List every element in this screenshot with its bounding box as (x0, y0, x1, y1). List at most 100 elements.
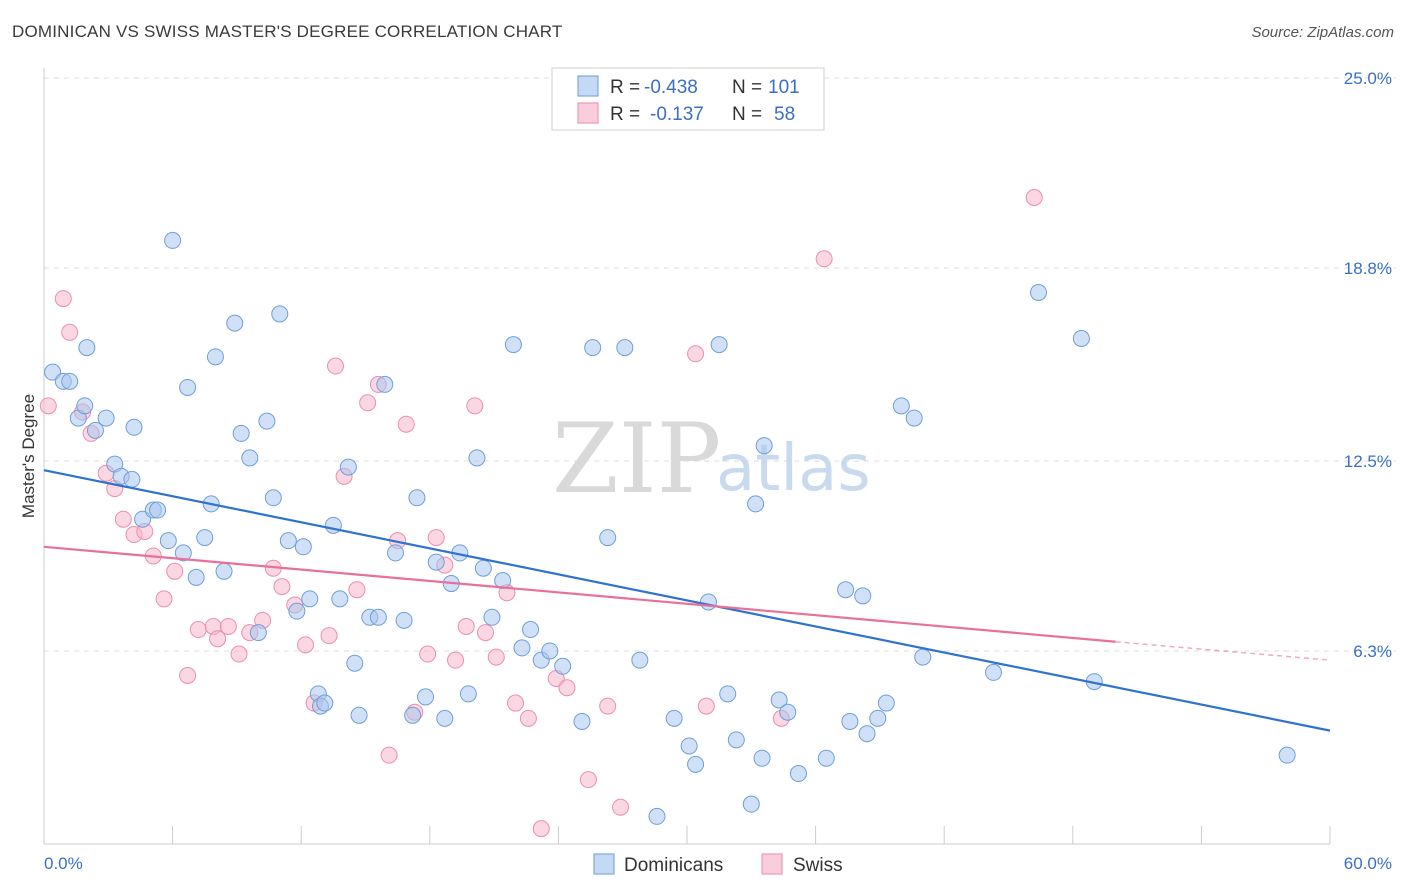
swiss-point-56 (815, 250, 833, 268)
dominicans-point-29 (264, 489, 282, 507)
swiss-point-51 (599, 697, 617, 715)
swiss-point-16 (209, 630, 227, 648)
swiss-point-32 (380, 746, 398, 764)
dominicans-point-85 (789, 765, 807, 783)
dominicans-point-62 (522, 621, 540, 639)
dominicans-point-30 (271, 305, 289, 323)
dominicans-point-16 (164, 231, 182, 249)
dominicans-point-52 (436, 709, 454, 727)
dominicans-point-5 (78, 339, 96, 357)
dominicans-point-47 (395, 611, 413, 629)
dominicans-point-49 (408, 489, 426, 507)
dominicans-point-45 (376, 375, 394, 393)
dominicans-point-89 (854, 587, 872, 605)
swiss-point-29 (348, 581, 366, 599)
dominicans-point-65 (554, 657, 572, 675)
swiss-point-17 (219, 617, 237, 635)
legend-n-value-1: 101 (768, 77, 800, 98)
dominicans-point-96 (984, 663, 1002, 681)
dominicans-point-97 (1030, 283, 1048, 301)
swiss-point-45 (507, 694, 525, 712)
dominicans-point-48 (404, 706, 422, 724)
dominicans-point-33 (294, 538, 312, 556)
swiss-point-53 (687, 345, 705, 363)
swiss-point-18 (230, 645, 248, 663)
dominicans-point-44 (369, 608, 387, 626)
swiss-point-57 (1025, 188, 1043, 206)
dominicans-point-84 (779, 703, 797, 721)
dominicans-point-87 (837, 581, 855, 599)
dominicans-point-86 (817, 749, 835, 767)
legend-swatch-dominicans (577, 75, 599, 97)
legend-n-label-2: N = (732, 104, 762, 125)
swiss-point-34 (397, 415, 415, 433)
bottom-swatch-swiss (761, 853, 783, 875)
dominicans-point-23 (215, 562, 233, 580)
legend-r-label-1: R = (610, 77, 640, 98)
dominicans-point-37 (316, 694, 334, 712)
swiss-point-7 (114, 510, 132, 528)
dominicans-point-61 (513, 639, 531, 657)
swiss-point-52 (612, 798, 630, 816)
swiss-point-47 (532, 820, 550, 838)
series-legend: Dominicans Swiss (593, 853, 843, 876)
swiss-point-36 (419, 645, 437, 663)
dominicans-point-91 (869, 709, 887, 727)
swiss-point-14 (189, 621, 207, 639)
dominicans-point-60 (504, 336, 522, 354)
swiss-point-40 (457, 617, 475, 635)
dominicans-point-10 (123, 470, 141, 488)
y-tick-label: 6.3% (1353, 642, 1392, 661)
dominicans-point-81 (755, 437, 773, 455)
dominicans-point-100 (1278, 746, 1296, 764)
dominicans-point-39 (331, 590, 349, 608)
dominicans-point-82 (747, 495, 765, 513)
y-tick-labels: 25.0% 18.8% 12.5% 6.3% (1344, 69, 1392, 661)
swiss-point-39 (447, 651, 465, 669)
legend-r-value-1: -0.438 (644, 77, 698, 98)
dominicans-point-4 (76, 397, 94, 415)
dominicans-point-90 (858, 725, 876, 743)
swiss-point-50 (579, 771, 597, 789)
dominicans-point-17 (174, 544, 192, 562)
dominicans-point-93 (892, 397, 910, 415)
dominicans-point-27 (249, 624, 267, 642)
swiss-point-43 (487, 648, 505, 666)
dominicans-point-70 (631, 651, 649, 669)
dominicans-point-15 (159, 532, 177, 550)
swiss-point-12 (166, 562, 184, 580)
dominicans-point-98 (1072, 329, 1090, 347)
bottom-legend-dominicans: Dominicans (624, 855, 723, 876)
dominicans-point-20 (196, 529, 214, 547)
swiss-point-11 (155, 590, 173, 608)
dominicans-point-40 (339, 458, 357, 476)
swiss-trend-line (43, 545, 1116, 643)
axes (43, 68, 1331, 845)
dominicans-point-56 (468, 449, 486, 467)
dominicans-point-76 (710, 336, 728, 354)
swiss-point-24 (296, 636, 314, 654)
swiss-point-46 (519, 709, 537, 727)
dominicans-point-95 (914, 648, 932, 666)
dominicans-point-25 (232, 424, 250, 442)
dominicans-point-50 (417, 688, 435, 706)
dominicans-point-46 (387, 544, 405, 562)
dominicans-point-2 (61, 372, 79, 390)
swiss-point-26 (320, 627, 338, 645)
chart-title: DOMINICAN VS SWISS MASTER'S DEGREE CORRE… (12, 22, 563, 41)
dominicans-point-14 (149, 501, 167, 519)
dominicans-point-80 (753, 749, 771, 767)
dominicans-point-79 (742, 795, 760, 813)
swiss-point-0 (39, 397, 57, 415)
x-tick-label-max: 60.0% (1344, 854, 1392, 873)
swiss-point-54 (697, 697, 715, 715)
dominicans-point-72 (665, 709, 683, 727)
dominicans-point-94 (905, 409, 923, 427)
dominicans-point-32 (288, 602, 306, 620)
swiss-point-30 (359, 394, 377, 412)
dominicans-point-18 (179, 378, 197, 396)
dominicans-point-67 (584, 339, 602, 357)
swiss-point-49 (558, 679, 576, 697)
dominicans-point-31 (279, 532, 297, 550)
dominicans-point-22 (206, 348, 224, 366)
